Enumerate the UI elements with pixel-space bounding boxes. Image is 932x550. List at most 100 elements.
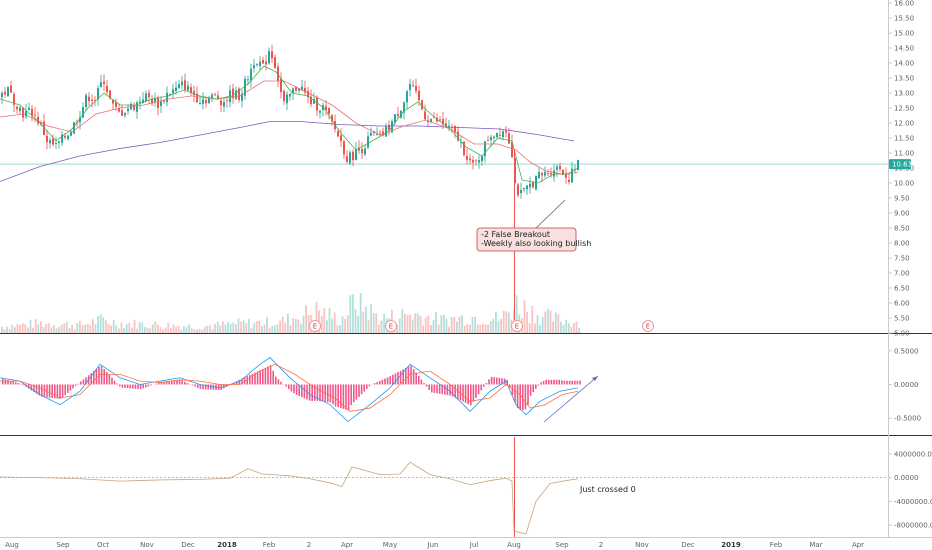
macd-histogram-bar [438, 384, 441, 394]
volume-bar [380, 320, 383, 333]
obv-tick-label: -4000000.0000 [894, 498, 932, 506]
macd-histogram-bar [464, 384, 467, 403]
volume-bar [209, 325, 211, 333]
volume-bar [45, 324, 47, 333]
candle-body [319, 110, 321, 113]
volume-bar [515, 295, 518, 333]
price-tick-label: 14.50 [894, 45, 914, 53]
candle-body [562, 169, 564, 176]
volume-bar [401, 308, 404, 333]
macd-histogram-bar [472, 384, 475, 402]
candle-body [397, 114, 399, 117]
candle-body [487, 140, 489, 141]
obv-line [0, 461, 579, 535]
volume-bar [539, 324, 541, 333]
volume-bar [427, 315, 430, 333]
volume-bar [336, 325, 339, 333]
volume-bar [24, 324, 27, 333]
price-axis[interactable]: 16.00 15.50 15.00 14.50 14.00 13.50 13.00 12.50… [888, 0, 932, 530]
volume-bar [567, 323, 570, 333]
volume-bar [497, 320, 500, 333]
volume-bar [331, 318, 333, 333]
time-tick-label: Apr [341, 541, 353, 549]
volume-bar [484, 324, 487, 333]
time-tick-label: Sep [555, 541, 569, 549]
macd-histogram-bar [511, 384, 514, 396]
volume-bar [505, 311, 508, 333]
earnings-marker[interactable]: E [385, 320, 397, 332]
macd-histogram-bar [480, 384, 482, 391]
candle-body [298, 88, 300, 91]
candle-body [385, 126, 387, 137]
candle-body [250, 68, 252, 81]
candle-body [316, 97, 318, 111]
volume-bar [435, 312, 437, 333]
macd-histogram-bar [535, 384, 537, 389]
candle-body [49, 140, 51, 144]
macd-histogram-bar [17, 382, 20, 385]
volume-bar [253, 323, 255, 333]
candle-body [127, 108, 129, 112]
macd-histogram-bar [524, 384, 527, 410]
macd-histogram-bar [420, 379, 423, 385]
macd-histogram-bar [347, 384, 350, 411]
macd-histogram-bar [111, 377, 113, 385]
macd-tick-label: 0.5000 [894, 347, 919, 355]
volume-bar [359, 293, 362, 333]
earnings-marker[interactable]: E [511, 320, 523, 332]
candle-body [133, 105, 135, 110]
obv-pane[interactable]: Just crossed 0 [0, 437, 888, 537]
volume-bar [560, 321, 562, 333]
candle-body [274, 57, 276, 69]
volume-bar [300, 324, 302, 333]
volume-bar [219, 325, 222, 333]
earnings-marker[interactable]: E [309, 320, 321, 332]
candle-body [22, 107, 24, 118]
time-axis[interactable]: Aug Sep Oct Nov Dec 2018 Feb 2 Apr May Jun Jul Aug Se… [5, 541, 864, 549]
candle-body [217, 95, 219, 100]
macd-histogram-bar [477, 384, 480, 395]
macd-histogram-bar [311, 384, 313, 402]
macd-histogram-bar [566, 380, 568, 385]
volume-bar [8, 329, 11, 333]
macd-histogram-bar [316, 384, 319, 401]
volume-bar [112, 319, 115, 333]
macd-histogram-bar [210, 384, 212, 390]
volume-bar [307, 315, 310, 333]
candle-body [424, 111, 426, 120]
macd-histogram-bar [207, 384, 209, 390]
volume-bar [79, 320, 81, 333]
volume-bar [398, 318, 401, 333]
volume-bar [188, 324, 190, 333]
volume-bar [248, 318, 250, 333]
candle-body [241, 93, 243, 101]
earnings-marker[interactable]: E [642, 320, 654, 332]
volume-bar [133, 319, 136, 333]
candle-body [151, 98, 153, 103]
volume-bar [565, 319, 567, 333]
ma-mid-line [0, 80, 579, 175]
volume-bar [375, 313, 378, 333]
candle-body [301, 86, 303, 91]
macd-histogram-bar [332, 384, 334, 405]
macd-histogram-bar [423, 383, 425, 385]
macd-pane[interactable] [0, 357, 599, 423]
candle-body [370, 132, 372, 136]
time-tick-label: 2 [599, 541, 603, 549]
volume-bar [554, 312, 557, 333]
volume-bar [193, 329, 196, 333]
candle-body [571, 168, 573, 183]
candle-body [364, 148, 366, 155]
macd-histogram-bar [165, 381, 168, 385]
volume-bar [55, 328, 58, 333]
macd-histogram-bar [54, 384, 56, 399]
obv-tick-label: -8000000.0000 [894, 522, 932, 530]
volume-bar [383, 313, 385, 333]
candle-body [85, 95, 87, 107]
macd-histogram-bar [574, 380, 576, 385]
candle-body [82, 107, 84, 118]
candle-body [142, 99, 144, 104]
candle-body [31, 108, 33, 116]
